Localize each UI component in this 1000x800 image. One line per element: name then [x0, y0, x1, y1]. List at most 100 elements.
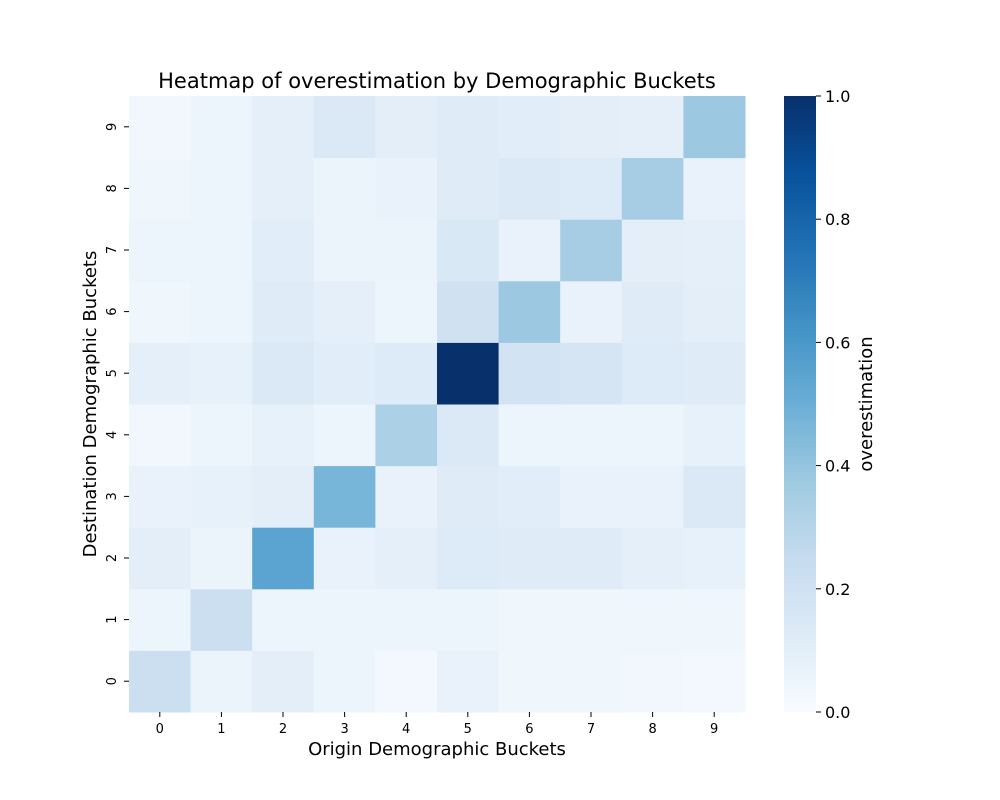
colorbar-tick-label: 0.0 — [825, 703, 850, 722]
colorbar-tick-label: 0.8 — [825, 210, 850, 229]
y-tick-label: 6 — [105, 307, 120, 315]
heatmap-cell-2-4 — [375, 527, 438, 590]
heatmap-cell-1-9 — [683, 588, 746, 651]
y-axis-label: Destination Demographic Buckets — [80, 251, 101, 558]
heatmap-cell-5-3 — [313, 342, 376, 405]
heatmap-cell-0-4 — [375, 650, 438, 713]
heatmap-cell-8-2 — [252, 157, 315, 220]
heatmap-cell-9-2 — [252, 96, 315, 159]
heatmap-cell-2-1 — [190, 527, 253, 590]
heatmap-cell-5-6 — [498, 342, 561, 405]
heatmap-cell-1-5 — [437, 588, 500, 651]
y-tick-label: 5 — [105, 369, 120, 377]
heatmap-cell-7-3 — [313, 219, 376, 282]
heatmap-cell-5-9 — [683, 342, 746, 405]
heatmap-cell-8-7 — [560, 157, 623, 220]
heatmap-cell-4-6 — [498, 404, 561, 467]
colorbar-ticks: 0.0 0.2 0.4 0.6 0.8 1.0 — [816, 87, 850, 722]
heatmap-cell-1-0 — [129, 588, 192, 651]
heatmap-cell-0-5 — [437, 650, 500, 713]
y-tick-label: 0 — [105, 677, 120, 685]
heatmap-cell-8-0 — [129, 157, 192, 220]
heatmap-cell-7-7 — [560, 219, 623, 282]
heatmap-cell-5-2 — [252, 342, 315, 405]
heatmap-cell-7-1 — [190, 219, 253, 282]
heatmap-cell-5-0 — [129, 342, 192, 405]
y-tick-label: 8 — [105, 184, 120, 192]
colorbar-tick-label: 0.4 — [825, 457, 850, 476]
heatmap-cell-2-0 — [129, 527, 192, 590]
heatmap-cell-9-8 — [621, 96, 684, 159]
heatmap-cell-0-7 — [560, 650, 623, 713]
heatmap-cell-2-5 — [437, 527, 500, 590]
chart-title: Heatmap of overestimation by Demographic… — [158, 69, 716, 93]
heatmap-cell-3-4 — [375, 465, 438, 528]
heatmap-cell-5-7 — [560, 342, 623, 405]
heatmap-cell-6-0 — [129, 280, 192, 343]
heatmap-cell-5-1 — [190, 342, 253, 405]
x-axis-label: Origin Demographic Buckets — [308, 739, 566, 760]
heatmap-cell-2-3 — [313, 527, 376, 590]
heatmap-cell-8-9 — [683, 157, 746, 220]
heatmap-cell-3-2 — [252, 465, 315, 528]
heatmap-cell-9-1 — [190, 96, 253, 159]
colorbar-label: overestimation — [856, 336, 877, 471]
heatmap-cell-8-1 — [190, 157, 253, 220]
heatmap-cell-1-6 — [498, 588, 561, 651]
x-tick-label: 2 — [279, 722, 287, 737]
heatmap-cell-9-9 — [683, 96, 746, 159]
y-tick-label: 9 — [105, 123, 120, 131]
heatmap-cell-8-5 — [437, 157, 500, 220]
colorbar-tick-label: 0.2 — [825, 580, 850, 599]
x-tick-label: 8 — [648, 722, 656, 737]
heatmap-cell-3-8 — [621, 465, 684, 528]
heatmap-cell-1-3 — [313, 588, 376, 651]
x-tick-label: 5 — [464, 722, 472, 737]
heatmap-cell-0-1 — [190, 650, 253, 713]
heatmap-cell-1-2 — [252, 588, 315, 651]
heatmap-cell-1-7 — [560, 588, 623, 651]
heatmap-cell-4-2 — [252, 404, 315, 467]
heatmap-cell-7-8 — [621, 219, 684, 282]
x-tick-label: 1 — [217, 722, 225, 737]
y-tick-label: 3 — [105, 492, 120, 500]
heatmap-cell-0-0 — [129, 650, 192, 713]
heatmap-cell-8-8 — [621, 157, 684, 220]
heatmap-cell-9-3 — [313, 96, 376, 159]
heatmap-cell-6-3 — [313, 280, 376, 343]
heatmap-cell-8-6 — [498, 157, 561, 220]
heatmap-cell-4-7 — [560, 404, 623, 467]
heatmap-cell-9-5 — [437, 96, 500, 159]
heatmap-cell-5-5 — [437, 342, 500, 405]
heatmap-cell-4-4 — [375, 404, 438, 467]
colorbar-tick-label: 0.6 — [825, 333, 850, 352]
heatmap-cell-3-5 — [437, 465, 500, 528]
heatmap-cell-3-1 — [190, 465, 253, 528]
heatmap-cell-7-6 — [498, 219, 561, 282]
heatmap-cell-6-5 — [437, 280, 500, 343]
heatmap-cell-3-7 — [560, 465, 623, 528]
heatmap-cell-3-6 — [498, 465, 561, 528]
heatmap-cell-4-1 — [190, 404, 253, 467]
heatmap-cell-0-3 — [313, 650, 376, 713]
heatmap-cell-7-4 — [375, 219, 438, 282]
heatmap-cell-3-3 — [313, 465, 376, 528]
y-axis-ticks: 0 1 2 3 4 5 6 7 8 9 — [105, 123, 129, 685]
heatmap-cell-6-4 — [375, 280, 438, 343]
heatmap-cell-5-8 — [621, 342, 684, 405]
heatmap-cell-7-9 — [683, 219, 746, 282]
heatmap-cell-4-5 — [437, 404, 500, 467]
heatmap-cell-1-4 — [375, 588, 438, 651]
heatmap-cell-7-5 — [437, 219, 500, 282]
heatmap-cell-2-6 — [498, 527, 561, 590]
heatmap-cell-9-7 — [560, 96, 623, 159]
heatmap-cell-0-9 — [683, 650, 746, 713]
heatmap-cell-9-0 — [129, 96, 192, 159]
heatmap-cell-5-4 — [375, 342, 438, 405]
heatmap-cell-4-3 — [313, 404, 376, 467]
colorbar-tick-label: 1.0 — [825, 87, 850, 106]
heatmap-cell-1-8 — [621, 588, 684, 651]
heatmap-cell-2-2 — [252, 527, 315, 590]
heatmap-cells — [129, 96, 746, 713]
heatmap-cell-9-6 — [498, 96, 561, 159]
